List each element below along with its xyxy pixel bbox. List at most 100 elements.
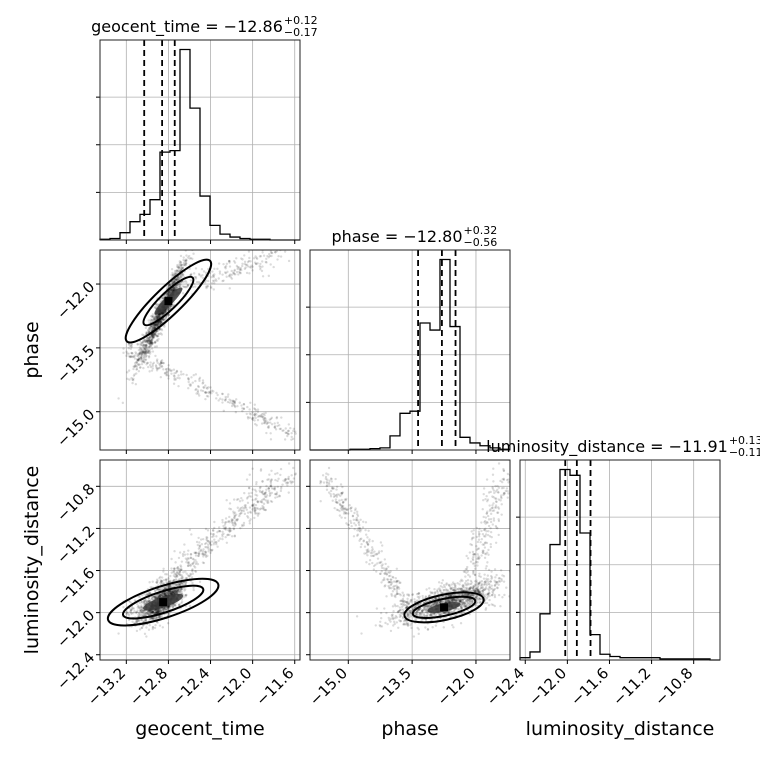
scatter-point xyxy=(151,611,155,614)
scatter-point xyxy=(159,615,162,619)
scatter-point xyxy=(222,532,225,535)
scatter-point xyxy=(159,588,162,591)
scatter-point xyxy=(471,600,475,603)
scatter-point xyxy=(261,489,264,493)
scatter-point xyxy=(171,590,174,594)
scatter-point xyxy=(428,605,432,608)
scatter-point xyxy=(244,504,247,507)
scatter-point xyxy=(470,581,473,584)
scatter-point xyxy=(132,355,136,358)
scatter-point xyxy=(187,378,190,381)
scatter-point xyxy=(132,374,136,377)
scatter-point xyxy=(146,340,149,343)
scatter-point xyxy=(453,589,456,592)
scatter-point xyxy=(175,589,179,592)
scatter-point xyxy=(140,343,143,346)
scatter-point xyxy=(246,511,250,514)
scatter-point xyxy=(147,610,150,613)
scatter-point xyxy=(245,508,248,511)
scatter-point xyxy=(150,334,154,337)
scatter-point xyxy=(140,355,143,358)
scatter-point xyxy=(194,551,198,554)
scatter-point xyxy=(228,287,231,290)
scatter-point xyxy=(448,611,451,614)
scatter-point xyxy=(129,608,133,612)
scatter-point xyxy=(140,344,143,347)
scatter-point xyxy=(453,582,457,586)
scatter-point xyxy=(147,349,151,353)
scatter-point xyxy=(265,484,268,488)
scatter-point xyxy=(286,481,290,485)
scatter-point xyxy=(170,592,173,595)
scatter-point xyxy=(162,592,165,596)
scatter-point xyxy=(269,263,272,266)
scatter-point xyxy=(206,554,209,558)
scatter-point xyxy=(151,610,155,613)
scatter-point xyxy=(167,605,171,609)
scatter-point xyxy=(221,401,224,404)
scatter-point xyxy=(260,500,263,504)
scatter-point xyxy=(446,588,449,592)
scatter-point xyxy=(226,533,229,537)
scatter-point xyxy=(137,370,141,373)
scatter-point xyxy=(148,339,151,342)
scatter-point xyxy=(428,594,432,597)
scatter-point xyxy=(273,426,277,429)
scatter-point xyxy=(187,564,190,567)
scatter-point xyxy=(148,328,152,331)
scatter-point xyxy=(176,277,179,280)
scatter-point xyxy=(135,620,138,623)
scatter-point xyxy=(262,421,266,425)
scatter-point xyxy=(166,591,169,595)
scatter-point xyxy=(159,320,162,324)
scatter-point xyxy=(144,611,148,615)
scatter-point xyxy=(159,320,163,323)
scatter-point xyxy=(229,507,233,511)
scatter-point xyxy=(146,339,149,342)
scatter-point xyxy=(148,599,151,603)
scatter-point xyxy=(143,354,146,357)
scatter-point xyxy=(162,318,166,321)
scatter-point xyxy=(132,365,135,368)
scatter-point xyxy=(154,589,157,592)
scatter-point xyxy=(181,587,184,591)
scatter-point xyxy=(205,386,208,390)
scatter-point xyxy=(191,562,195,565)
scatter-point xyxy=(176,276,179,279)
scatter-point xyxy=(176,263,179,267)
scatter-point xyxy=(462,583,465,587)
scatter-point xyxy=(260,246,262,248)
scatter-point xyxy=(416,595,420,599)
title-upper: +0.13 xyxy=(729,434,760,447)
scatter-point xyxy=(172,578,176,582)
scatter-point xyxy=(419,607,422,610)
scatter-point xyxy=(156,610,159,614)
scatter-point xyxy=(238,508,242,511)
scatter-point xyxy=(221,521,224,524)
scatter-point xyxy=(178,603,181,606)
scatter-point xyxy=(261,251,264,254)
scatter-point xyxy=(158,593,161,596)
scatter-point xyxy=(153,317,156,320)
scatter-point xyxy=(469,589,472,592)
scatter-point xyxy=(198,552,201,555)
scatter-point xyxy=(137,619,140,622)
scatter-point xyxy=(156,330,159,333)
scatter-point xyxy=(148,339,151,342)
scatter-point xyxy=(184,582,187,586)
scatter-point xyxy=(158,315,162,318)
scatter-point xyxy=(127,352,130,355)
scatter-point xyxy=(478,598,482,601)
scatter-point xyxy=(151,610,155,614)
scatter-point xyxy=(157,594,161,597)
scatter-point xyxy=(255,256,258,260)
scatter-point xyxy=(156,322,159,325)
scatter-point xyxy=(151,350,155,353)
scatter-point xyxy=(190,576,194,579)
scatter-point xyxy=(147,329,150,332)
scatter-point xyxy=(187,575,191,578)
scatter-point xyxy=(380,616,383,620)
scatter-point xyxy=(177,588,181,591)
scatter-point xyxy=(273,486,277,489)
scatter-point xyxy=(153,316,157,319)
